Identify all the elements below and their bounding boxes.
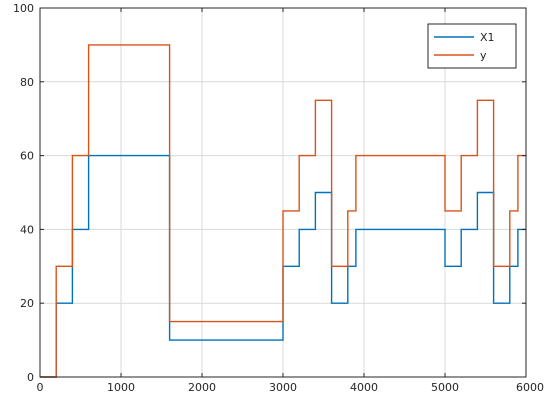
legend-label-x1: X1 [480,31,495,44]
x-tick-label: 0 [37,381,44,394]
series-layer [40,44,526,378]
x-tick-label: 1000 [107,381,135,394]
y-tick-label: 20 [20,297,34,310]
y-tick-label: 60 [20,150,34,163]
legend: X1 y [427,23,517,69]
x-tick-label: 5000 [431,381,459,394]
y-tick-label: 40 [20,223,34,236]
x-tick-label: 3000 [269,381,297,394]
ticks: 0 1000 2000 3000 4000 5000 6000 0 20 40 60 80 100 [13,2,544,394]
y-tick-label: 0 [27,371,34,384]
legend-label-y: y [480,49,487,62]
series-line-y [40,44,526,378]
legend-box [427,23,517,69]
y-tick-label: 100 [13,2,34,15]
y-tick-label: 80 [20,76,34,89]
x-tick-label: 4000 [350,381,378,394]
x-tick-label: 6000 [516,381,544,394]
x-tick-label: 2000 [188,381,216,394]
